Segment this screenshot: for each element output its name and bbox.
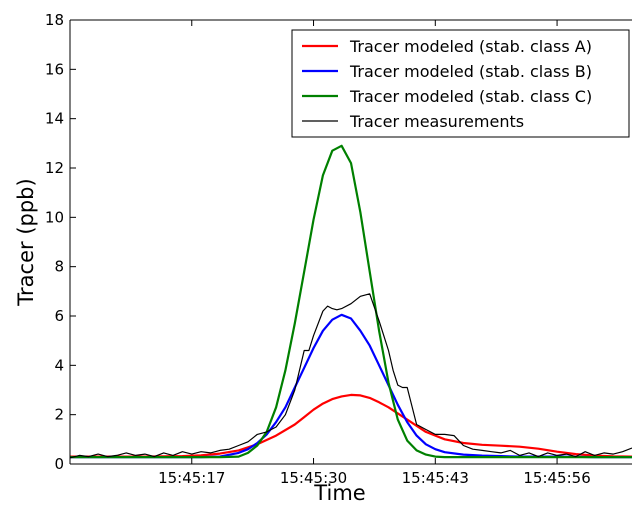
x-tick-label: 15:45:17 bbox=[158, 469, 225, 487]
y-tick-label: 2 bbox=[54, 406, 64, 424]
y-tick-label: 18 bbox=[45, 11, 64, 29]
series-line-1 bbox=[70, 393, 632, 458]
x-tick-label: 15:45:43 bbox=[402, 469, 469, 487]
series-line-4 bbox=[69, 293, 632, 459]
y-tick-label: 0 bbox=[54, 455, 64, 473]
y-tick-label: 6 bbox=[54, 307, 64, 325]
x-axis-label: Time bbox=[313, 481, 365, 505]
x-tick-label: 15:45:56 bbox=[523, 469, 590, 487]
series-layer bbox=[69, 144, 632, 459]
legend-entries: Tracer modeled (stab. class A) Tracer mod… bbox=[302, 37, 592, 131]
legend-label-4: Tracer measurements bbox=[349, 112, 524, 131]
y-tick-label: 12 bbox=[45, 159, 64, 177]
y-tick-label: 14 bbox=[45, 110, 64, 128]
y-tick-label: 10 bbox=[45, 208, 64, 226]
legend-label-2: Tracer modeled (stab. class B) bbox=[349, 62, 592, 81]
legend-box bbox=[291, 29, 630, 138]
series-line-3 bbox=[70, 144, 632, 459]
axes-layer bbox=[69, 19, 632, 465]
legend: Tracer modeled (stab. class A) Tracer mod… bbox=[291, 29, 630, 138]
ticks-layer: 0 2 4 6 8 10 12 14 16 18 15:45:17 15:45:30 15:45:43 1… bbox=[45, 11, 591, 487]
legend-label-3: Tracer modeled (stab. class C) bbox=[349, 87, 592, 106]
y-tick-label: 8 bbox=[54, 258, 64, 276]
x-tick-label: 15:45:30 bbox=[280, 469, 347, 487]
y-axis-label: Tracer (ppb) bbox=[14, 178, 38, 306]
y-tick-label: 4 bbox=[54, 356, 64, 374]
y-tick-label: 16 bbox=[45, 60, 64, 78]
legend-label-1: Tracer modeled (stab. class A) bbox=[349, 37, 592, 56]
